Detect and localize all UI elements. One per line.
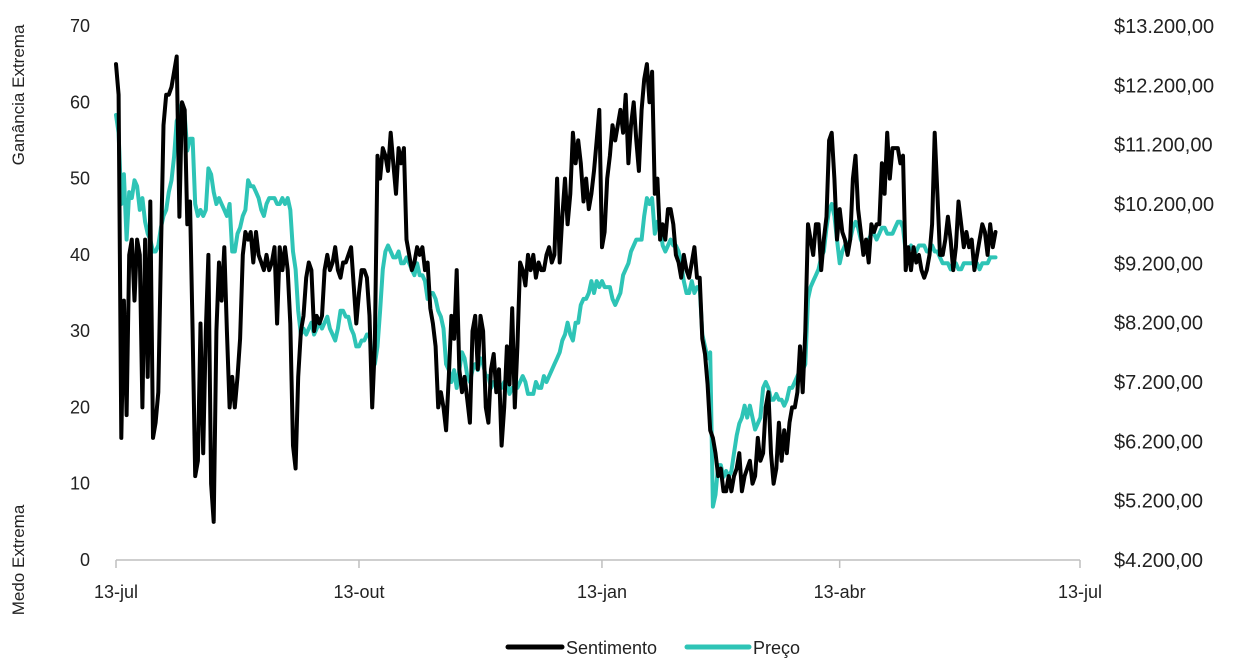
legend-label-sentimento: Sentimento — [566, 638, 657, 658]
left-axis-ticks: 0 10 20 30 40 50 60 70 — [70, 16, 90, 570]
series-line-preco — [114, 101, 998, 509]
x-tick-label: 13-abr — [814, 582, 866, 602]
right-tick-label: $13.200,00 — [1114, 16, 1214, 38]
right-tick-label: $8.200,00 — [1114, 313, 1203, 335]
left-tick-label: 60 — [70, 92, 90, 112]
right-tick-label: $7.200,00 — [1114, 372, 1203, 394]
x-tick-label: 13-jan — [577, 582, 627, 602]
legend-label-preco: Preço — [753, 638, 800, 658]
left-tick-label: 30 — [70, 321, 90, 341]
x-tick-label: 13-out — [333, 582, 384, 602]
series-line-sentimento — [114, 54, 998, 524]
x-axis: 13-jul 13-out 13-jan 13-abr 13-jul — [94, 559, 1102, 602]
right-tick-label: $12.200,00 — [1114, 75, 1214, 97]
right-tick-label: $11.200,00 — [1114, 135, 1213, 157]
left-tick-label: 70 — [70, 16, 90, 36]
left-tick-label: 0 — [80, 550, 90, 570]
left-tick-label: 40 — [70, 245, 90, 265]
right-tick-label: $10.200,00 — [1114, 194, 1214, 216]
legend: Sentimento Preço — [505, 638, 800, 658]
series-lines — [114, 54, 998, 524]
x-tick-label: 13-jul — [1058, 582, 1102, 602]
right-tick-label: $6.200,00 — [1114, 431, 1203, 453]
right-axis-ticks: $4.200,00 $5.200,00 $6.200,00 $7.200,00 $8.2… — [1114, 16, 1214, 572]
left-tick-label: 50 — [70, 169, 90, 189]
left-tick-label: 20 — [70, 397, 90, 417]
y-label-bottom: Medo Extrema — [9, 504, 28, 615]
right-tick-label: $4.200,00 — [1114, 550, 1203, 572]
right-tick-label: $9.200,00 — [1114, 253, 1203, 275]
y-label-top: Ganância Extrema — [9, 24, 28, 165]
right-tick-label: $5.200,00 — [1114, 491, 1203, 513]
x-tick-label: 13-jul — [94, 582, 138, 602]
left-tick-label: 10 — [70, 474, 90, 494]
